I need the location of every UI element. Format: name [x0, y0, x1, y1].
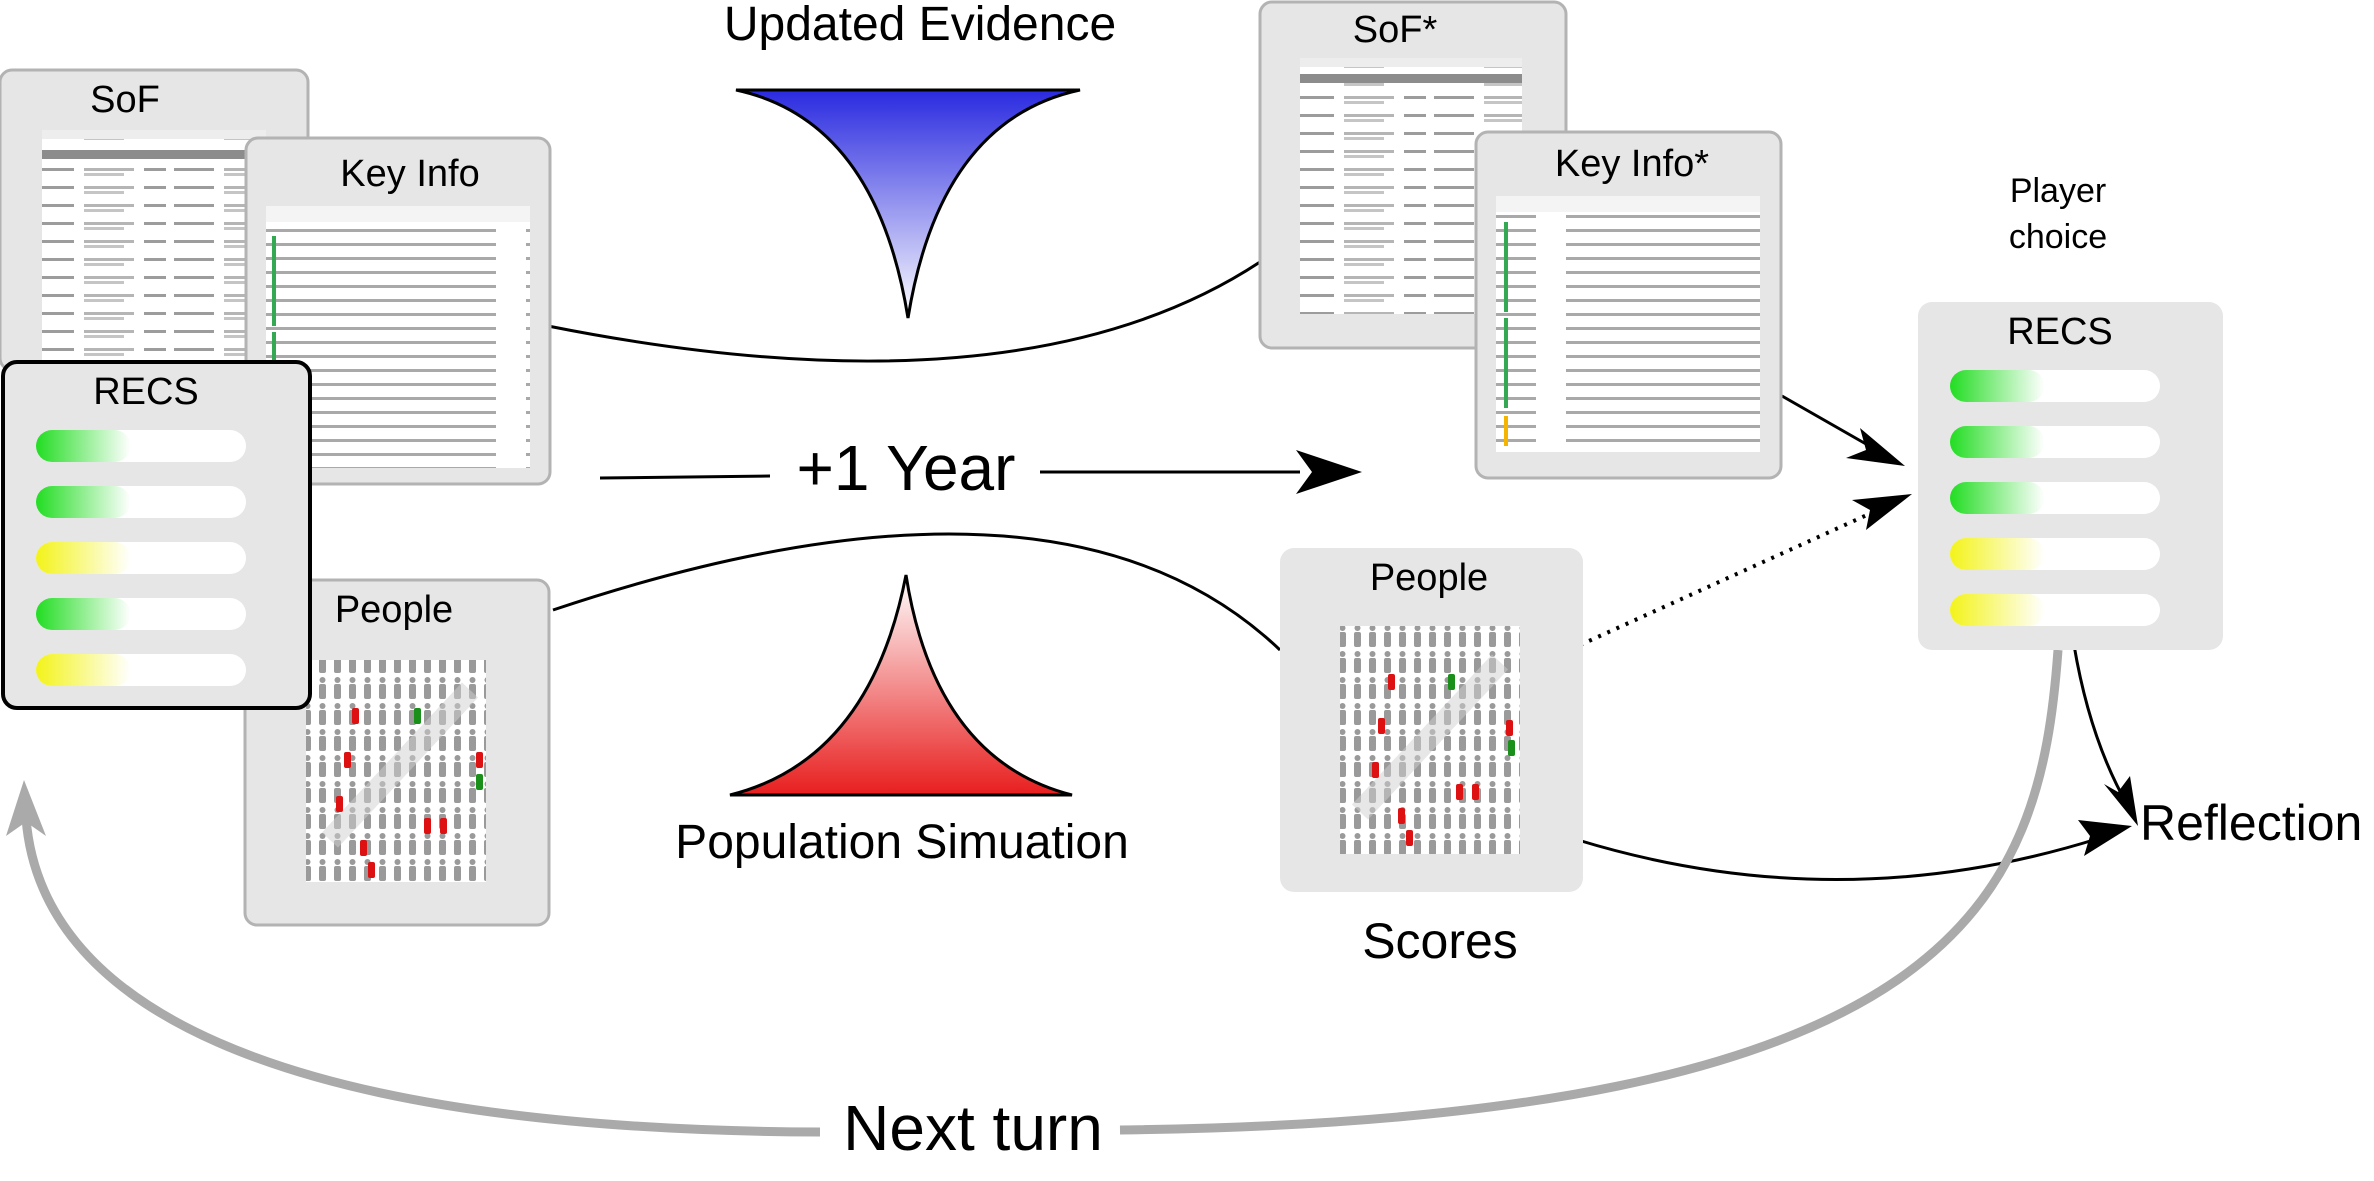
population-simulation-arrow: [729, 574, 1073, 797]
player-choice-label-line2: choice: [2009, 218, 2107, 256]
recs-left-bars: [36, 430, 246, 686]
key-info-star-green-marker: [1504, 222, 1508, 312]
keyinfo-to-recs-arrowhead: [1846, 428, 1905, 466]
recs-card-left-title: RECS: [93, 371, 199, 413]
next-turn-loop-arrowhead: [6, 780, 46, 836]
key-info-star-tab-bar: [1496, 196, 1760, 212]
recs-left-bar-fill-5: [36, 654, 131, 686]
recs-right-bar-fill-2: [1950, 426, 2045, 458]
recs-to-reflection-arrow: [2072, 644, 2130, 807]
year-arrow-left-segment: [599, 474, 771, 480]
key-info-star-yellow-marker: [1504, 416, 1508, 446]
population-simulation-label: Population Simuation: [675, 816, 1129, 869]
evidence-curve-connector: [547, 260, 1261, 363]
reflection-label: Reflection: [2140, 795, 2362, 851]
recs-left-bar-fill-1: [36, 430, 131, 462]
recs-right-bar-fill-5: [1950, 594, 2045, 626]
sof-card-title: SoF: [90, 79, 160, 121]
key-info-star-green-marker-2: [1504, 318, 1508, 408]
scores-label: Scores: [1362, 913, 1518, 969]
next-turn-label: Next turn: [843, 1092, 1103, 1164]
people-right-highlight-band: [1351, 654, 1509, 820]
sof-browser-bar: [42, 130, 266, 139]
sof-star-card-title: SoF*: [1353, 9, 1438, 51]
people-card-left-title: People: [335, 589, 453, 631]
people-to-recs-arrowhead: [1852, 494, 1912, 530]
people-card-right-title: People: [1370, 557, 1488, 599]
recs-left-bar-fill-4: [36, 598, 131, 630]
recs-right-bar-fill-4: [1950, 538, 2045, 570]
people-left-highlight-band: [321, 682, 479, 848]
key-info-card-title: Key Info: [340, 153, 479, 195]
people-right-green-markers: [1448, 674, 1515, 756]
key-info-green-marker: [272, 236, 276, 326]
year-arrowhead: [1296, 450, 1362, 494]
recs-right-bar-fill-3: [1950, 482, 2045, 514]
plus-one-year-label: +1 Year: [797, 432, 1016, 504]
sof-star-header-bar: [1300, 74, 1522, 83]
key-info-star-card-screenshot: [1496, 196, 1760, 452]
recs-left-bar-fill-2: [36, 486, 131, 518]
updated-evidence-label: Updated Evidence: [724, 0, 1116, 51]
simulation-curve-connector: [552, 532, 1282, 652]
sof-header-bar: [42, 150, 266, 159]
updated-evidence-arrow: [735, 88, 1081, 319]
recs-right-bar-fill-1: [1950, 370, 2045, 402]
people-to-recs-dotted-arrow: [1579, 508, 1879, 647]
player-choice-label-line1: Player: [2010, 172, 2106, 210]
key-info-green-marker-2: [272, 332, 276, 382]
key-info-tab-bar: [266, 206, 530, 222]
recs-card-right-title: RECS: [2007, 311, 2113, 353]
next-turn-loop-left: [21, 817, 821, 1137]
recs-to-reflection-arrowhead: [2104, 776, 2138, 826]
people-to-reflection-arrowhead: [2078, 820, 2132, 856]
recs-right-bars: [1950, 370, 2160, 626]
sof-card-screenshot: [42, 130, 266, 360]
next-turn-loop-right: [1119, 649, 2063, 1135]
people-left-red-markers: [336, 708, 483, 878]
people-left-green-markers: [414, 708, 483, 790]
keyinfo-to-recs-arrow: [1781, 394, 1881, 454]
people-right-red-markers: [1372, 674, 1513, 846]
sof-star-browser-bar: [1300, 58, 1522, 67]
people-to-reflection-curve: [1577, 836, 2101, 881]
recs-left-bar-fill-3: [36, 542, 131, 574]
key-info-star-card-title: Key Info*: [1555, 143, 1709, 185]
